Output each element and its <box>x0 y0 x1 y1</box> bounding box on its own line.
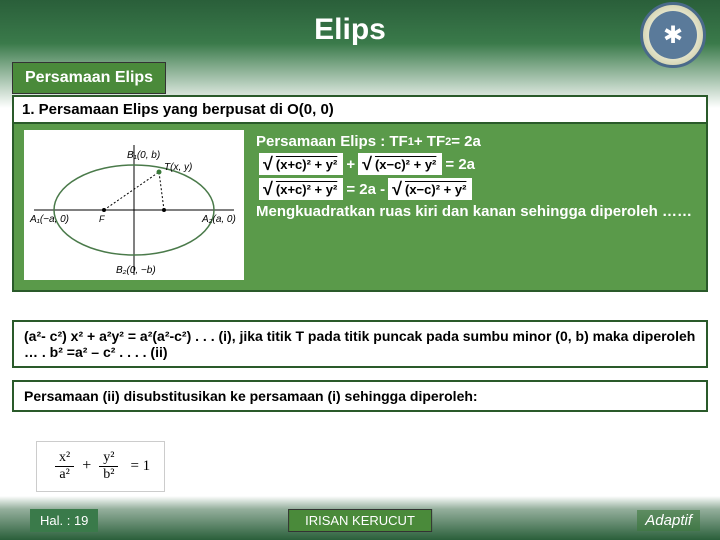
denominator: b² <box>99 467 118 483</box>
derivation-box-1: (a²- c²) x² + a²y² = a²(a²-c²) . . . (i)… <box>12 320 708 368</box>
content-box: 1. Persamaan Elips yang berpusat di O(0,… <box>12 95 708 292</box>
eq-line-4: Mengkuadratkan ruas kiri dan kanan sehin… <box>256 203 692 220</box>
svg-text:A₂(a, 0): A₂(a, 0) <box>201 214 236 225</box>
eq-line-2: √(x+c)² + y² + √(x−c)² + y² = 2a <box>256 153 692 175</box>
svg-text:B₂(0, −b): B₂(0, −b) <box>116 265 156 276</box>
sqrt-expr: √(x+c)² + y² <box>259 153 343 175</box>
text: + <box>346 156 355 173</box>
text: (a²- c²) x² + a²y² = a²(a²-c²) . . . (i)… <box>24 328 695 360</box>
sqrt-expr: √(x+c)² + y² <box>259 178 343 200</box>
text: = 2a <box>445 156 475 173</box>
subtitle-tab: Persamaan Elips <box>12 62 166 94</box>
eq-line-3: √(x+c)² + y² = 2a - √(x−c)² + y² <box>256 178 692 200</box>
numerator: x² <box>55 450 74 467</box>
footer: Hal. : 19 IRISAN KERUCUT Adaptif <box>0 506 720 534</box>
final-equation: x²a² + y²b² = 1 <box>36 441 165 492</box>
text: Persamaan (ii) disubstitusikan ke persam… <box>24 388 478 404</box>
slide-title: Elips <box>314 13 386 47</box>
text: Persamaan Elips : TF <box>256 133 408 150</box>
sqrt-expr: √(x−c)² + y² <box>388 178 472 200</box>
logo-icon: ✱ <box>649 11 697 59</box>
ellipse-diagram: B₁(0, b) B₂(0, −b) A₁(−a, 0) A₂(a, 0) T(… <box>24 130 244 280</box>
brand-label: Adaptif <box>637 510 700 531</box>
svg-text:B₁(0, b): B₁(0, b) <box>127 150 160 161</box>
svg-text:F: F <box>99 214 105 224</box>
sqrt-expr: √(x−c)² + y² <box>358 153 442 175</box>
denominator: a² <box>55 467 74 483</box>
eq-line-1: Persamaan Elips : TF1 + TF2 = 2a <box>256 133 692 150</box>
title-bar: Elips <box>110 8 590 52</box>
text: + TF <box>414 133 445 150</box>
numerator: y² <box>99 450 118 467</box>
footer-title: IRISAN KERUCUT <box>288 509 432 532</box>
text: = 2a - <box>346 181 385 198</box>
page-number: Hal. : 19 <box>30 509 98 532</box>
text: = 2a <box>451 133 481 150</box>
content-header: 1. Persamaan Elips yang berpusat di O(0,… <box>14 97 706 124</box>
logo: ✱ <box>640 2 706 68</box>
svg-text:T(x, y): T(x, y) <box>164 162 192 173</box>
derivation-box-2: Persamaan (ii) disubstitusikan ke persam… <box>12 380 708 412</box>
text: = 1 <box>130 458 150 474</box>
svg-text:A₁(−a, 0): A₁(−a, 0) <box>29 214 69 225</box>
math-area: Persamaan Elips : TF1 + TF2 = 2a √(x+c)²… <box>248 126 700 284</box>
